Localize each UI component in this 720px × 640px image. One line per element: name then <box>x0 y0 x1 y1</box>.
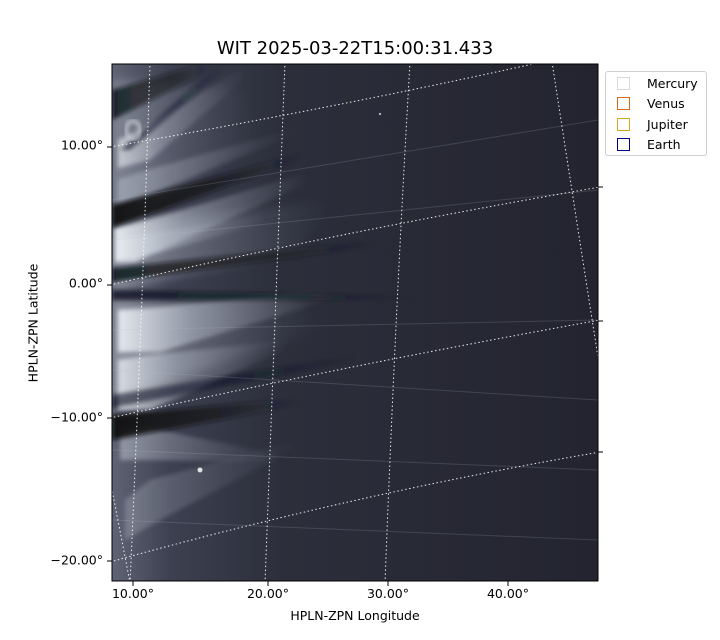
legend-label: Earth <box>647 136 681 152</box>
legend-label: Jupiter <box>647 116 688 132</box>
bright-blob <box>124 119 142 141</box>
legend-swatch <box>617 137 630 151</box>
x-axis-label: HPLN-ZPN Longitude <box>290 608 420 623</box>
tick-marks <box>107 146 603 586</box>
legend-label: Mercury <box>647 75 698 91</box>
legend-swatch <box>617 117 630 131</box>
y-tick-label: −10.00° <box>50 409 103 425</box>
legend: Mercury Venus Jupiter Earth <box>605 71 707 156</box>
legend-swatch <box>617 96 630 110</box>
legend-label: Venus <box>647 95 685 111</box>
y-axis-label: HPLN-ZPN Latitude <box>25 263 41 383</box>
legend-entry-mercury: Mercury <box>617 74 698 92</box>
x-tick-label: 40.00° <box>486 586 530 601</box>
legend-entry-venus: Venus <box>617 94 685 112</box>
y-tick-label: 10.00° <box>60 137 103 153</box>
x-tick-label: 20.00° <box>246 586 290 601</box>
faint-rays <box>112 119 598 541</box>
y-tick-label: −20.00° <box>50 552 103 568</box>
x-tick-label: 30.00° <box>366 586 410 601</box>
star-point <box>197 467 203 473</box>
plot-title: WIT 2025-03-22T15:00:31.433 <box>216 38 494 59</box>
axes-frame <box>111 63 599 582</box>
star-point <box>378 112 382 116</box>
legend-entry-earth: Earth <box>617 135 681 153</box>
legend-swatch <box>617 76 630 90</box>
legend-entry-jupiter: Jupiter <box>617 115 688 133</box>
x-tick-label: 10.00° <box>111 586 155 601</box>
coordinate-grid <box>112 64 598 581</box>
dark-streamers <box>112 64 420 440</box>
y-tick-label: 0.00° <box>68 275 103 291</box>
